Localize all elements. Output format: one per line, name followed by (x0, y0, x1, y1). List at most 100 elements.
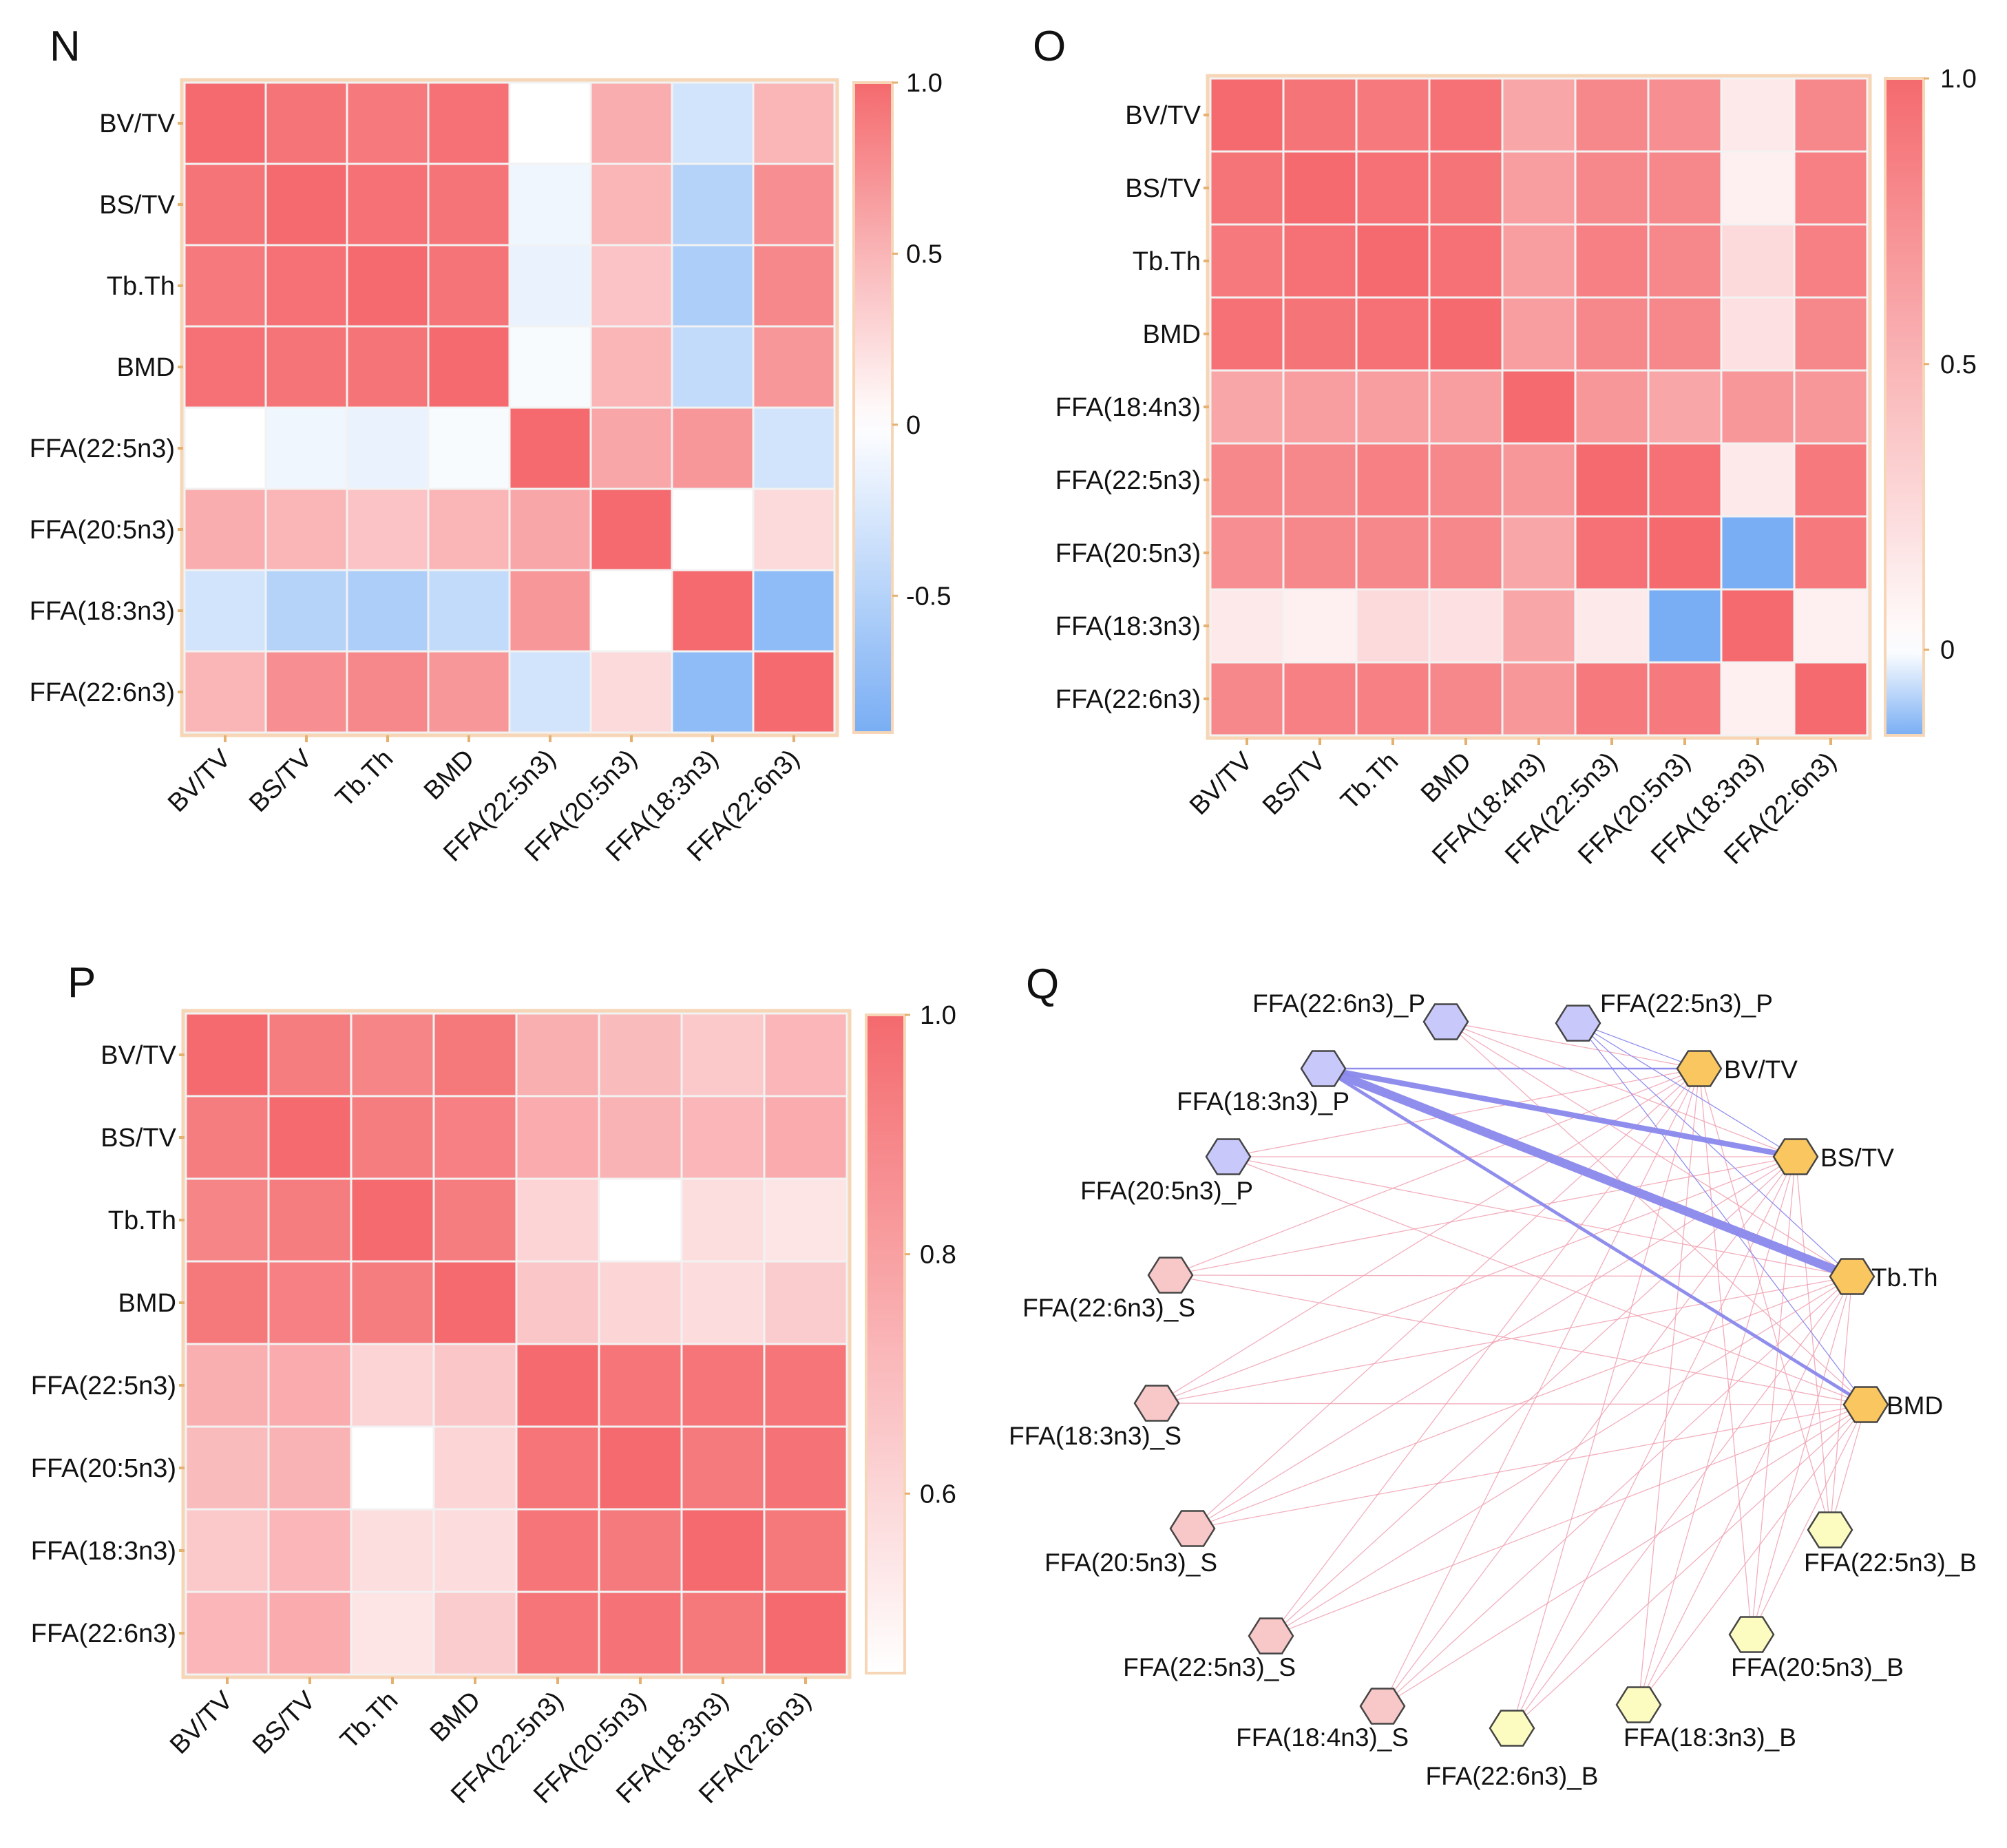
heatmap-cell-bmd-bs-tv (1282, 296, 1358, 372)
heatmap-cell-ffa-18-4n3-ffa-22-6n3 (1793, 369, 1869, 445)
colorbar (1884, 77, 1925, 737)
heatmap-cell-ffa-22-6n3-ffa-22-5n3 (1574, 661, 1650, 737)
heatmap-cell-ffa-18-4n3-bmd (1428, 369, 1504, 445)
heatmap-cell-ffa-22-5n3-tb-th (346, 406, 430, 490)
edge-ffa-18-3n3-s-to-bmd (1156, 1403, 1867, 1405)
heatmap-cell-ffa-18-3n3-ffa-22-5n3 (508, 569, 592, 653)
row-label-tb-th: Tb.Th (108, 1206, 176, 1235)
heatmap-cell-tb-th-ffa-18-4n3 (1501, 223, 1577, 299)
heatmap-cell-ffa-22-6n3-bv-tv (1209, 661, 1285, 737)
edge-ffa-18-3n3-s-to-tb-th (1156, 1276, 1853, 1404)
heatmap-cell-bv-tv-tb-th (1355, 77, 1431, 153)
heatmap-cell-ffa-18-4n3-tb-th (1355, 369, 1431, 445)
heatmap-cell-ffa-22-6n3-ffa-18-4n3 (1501, 661, 1577, 737)
node-ffa-22-6n3-p (1422, 1003, 1469, 1040)
edge-ffa-18-3n3-p-to-tb-th (1318, 1064, 1857, 1281)
heatmap-cell-ffa-22-5n3-ffa-20-5n3 (598, 1343, 683, 1428)
heatmap-cell-ffa-18-3n3-bv-tv (183, 569, 267, 653)
edge-ffa-22-6n3-b-to-bs-tv (1511, 1156, 1796, 1729)
heatmap-cell-tb-th-bv-tv (1209, 223, 1285, 299)
heatmap-frame (180, 78, 839, 737)
edge-ffa-22-5n3-b-to-bmd (1829, 1404, 1867, 1531)
heatmap-cell-bv-tv-ffa-22-5n3 (1574, 77, 1650, 153)
node-label-ffa-18-4n3-s: FFA(18:4n3)_S (1236, 1723, 1409, 1752)
heatmap-cell-bmd-bmd (427, 325, 511, 409)
row-label-ffa-18-4n3: FFA(18:4n3) (1055, 393, 1201, 422)
node-ffa-20-5n3-p (1205, 1138, 1252, 1175)
heatmap-cell-ffa-22-5n3-tb-th (1355, 442, 1431, 518)
heatmap-cell-ffa-18-4n3-bv-tv (1209, 369, 1285, 445)
heatmap-cell-ffa-22-6n3-ffa-20-5n3 (1647, 661, 1723, 737)
edge-ffa-22-5n3-p-to-tb-th (1577, 1022, 1853, 1277)
heatmap-cell-ffa-22-5n3-ffa-22-6n3 (752, 406, 836, 490)
edge-ffa-22-6n3-s-to-tb-th (1170, 1274, 1853, 1277)
node-label-ffa-20-5n3-p: FFA(20:5n3)_P (1080, 1177, 1253, 1205)
panel-letter: N (50, 23, 81, 70)
heatmap-cell-ffa-22-6n3-ffa-18-3n3 (1720, 661, 1796, 737)
heatmap-cell-ffa-22-6n3-bs-tv (1282, 661, 1358, 737)
heatmap-cell-bs-tv-bv-tv (185, 1095, 270, 1180)
heatmap-cell-ffa-20-5n3-ffa-22-6n3 (752, 487, 836, 571)
row-label-ffa-18-3n3: FFA(18:3n3) (30, 597, 175, 626)
node-label-ffa-22-5n3-s: FFA(22:5n3)_S (1123, 1653, 1296, 1681)
heatmap-cell-ffa-20-5n3-bs-tv (1282, 515, 1358, 591)
edge-ffa-20-5n3-p-to-bmd (1228, 1156, 1867, 1405)
edge-ffa-22-5n3-p-to-bs-tv (1577, 1022, 1796, 1157)
edge-ffa-20-5n3-b-to-bmd (1751, 1404, 1867, 1635)
heatmap-cell-bv-tv-ffa-18-3n3 (1720, 77, 1796, 153)
node-bs-tv (1772, 1138, 1819, 1175)
heatmap-cell-bmd-tb-th (1355, 296, 1431, 372)
heatmap-cell-ffa-18-3n3-ffa-18-3n3 (671, 569, 755, 653)
heatmap-cell-bmd-ffa-20-5n3 (598, 1260, 683, 1345)
node-ffa-20-5n3-s (1169, 1510, 1216, 1547)
heatmap-cell-tb-th-ffa-20-5n3 (598, 1177, 683, 1263)
heatmap-cell-ffa-20-5n3-ffa-20-5n3 (598, 1425, 683, 1511)
heatmap-cell-ffa-22-5n3-bs-tv (264, 406, 348, 490)
colorbar-tick-label: 0 (1940, 636, 1955, 665)
heatmap-cell-ffa-20-5n3-bs-tv (264, 487, 348, 571)
heatmap-cell-ffa-18-3n3-bs-tv (1282, 588, 1358, 664)
heatmap-cell-ffa-18-3n3-ffa-20-5n3 (598, 1508, 683, 1593)
node-ffa-18-3n3-p (1300, 1050, 1347, 1087)
heatmap-cell-bmd-tb-th (346, 325, 430, 409)
edge-ffa-18-3n3-b-to-bv-tv (1638, 1068, 1700, 1705)
heatmap-cell-tb-th-ffa-20-5n3 (1647, 223, 1723, 299)
edge-ffa-20-5n3-b-to-bv-tv (1699, 1068, 1752, 1635)
row-label-bv-tv: BV/TV (101, 1041, 176, 1070)
heatmap-cell-ffa-18-3n3-ffa-22-6n3 (752, 569, 836, 653)
heatmap-cell-ffa-22-6n3-bv-tv (183, 650, 267, 734)
heatmap-cell-ffa-22-5n3-ffa-20-5n3 (589, 406, 673, 490)
heatmap-cell-tb-th-ffa-22-6n3 (752, 244, 836, 328)
row-label-ffa-20-5n3: FFA(20:5n3) (1055, 539, 1201, 568)
heatmap-cell-ffa-22-5n3-ffa-18-3n3 (680, 1343, 766, 1428)
heatmap-cell-bv-tv-ffa-20-5n3 (598, 1012, 683, 1098)
edge-ffa-22-6n3-p-to-bmd (1445, 1021, 1867, 1405)
heatmap-cell-ffa-22-6n3-tb-th (350, 1590, 435, 1676)
heatmap-cell-ffa-20-5n3-ffa-22-5n3 (508, 487, 592, 571)
heatmap-cell-ffa-22-6n3-bmd (427, 650, 511, 734)
heatmap-cell-bmd-ffa-18-3n3 (1720, 296, 1796, 372)
heatmap-cell-ffa-22-5n3-bmd (432, 1343, 518, 1428)
heatmap-cell-ffa-18-4n3-ffa-18-4n3 (1501, 369, 1577, 445)
heatmap-cell-ffa-22-5n3-ffa-22-6n3 (763, 1343, 848, 1428)
edge-ffa-18-3n3-b-to-bmd (1638, 1404, 1867, 1705)
edge-ffa-22-6n3-b-to-bmd (1511, 1404, 1867, 1729)
edge-ffa-18-3n3-p-to-bmd (1321, 1067, 1868, 1407)
heatmap-cell-ffa-22-6n3-ffa-22-6n3 (752, 650, 836, 734)
edge-ffa-22-5n3-p-to-bv-tv (1577, 1022, 1700, 1069)
heatmap-cell-ffa-22-5n3-ffa-20-5n3 (1647, 442, 1723, 518)
panel-letter: Q (1026, 960, 1059, 1008)
heatmap-cell-ffa-20-5n3-bv-tv (1209, 515, 1285, 591)
heatmap-cell-bmd-ffa-22-6n3 (763, 1260, 848, 1345)
node-ffa-18-3n3-b (1615, 1686, 1662, 1723)
heatmap-cell-ffa-22-5n3-ffa-22-5n3 (508, 406, 592, 490)
heatmap-cell-bs-tv-ffa-22-6n3 (763, 1095, 848, 1180)
heatmap-cell-ffa-22-5n3-bv-tv (1209, 442, 1285, 518)
heatmap-cell-ffa-22-5n3-ffa-18-3n3 (1720, 442, 1796, 518)
row-label-ffa-18-3n3: FFA(18:3n3) (1055, 612, 1201, 641)
edge-ffa-20-5n3-b-to-tb-th (1751, 1276, 1853, 1635)
heatmap-cell-ffa-18-4n3-ffa-18-3n3 (1720, 369, 1796, 445)
heatmap-frame (181, 1009, 852, 1679)
row-label-ffa-20-5n3: FFA(20:5n3) (31, 1454, 176, 1483)
